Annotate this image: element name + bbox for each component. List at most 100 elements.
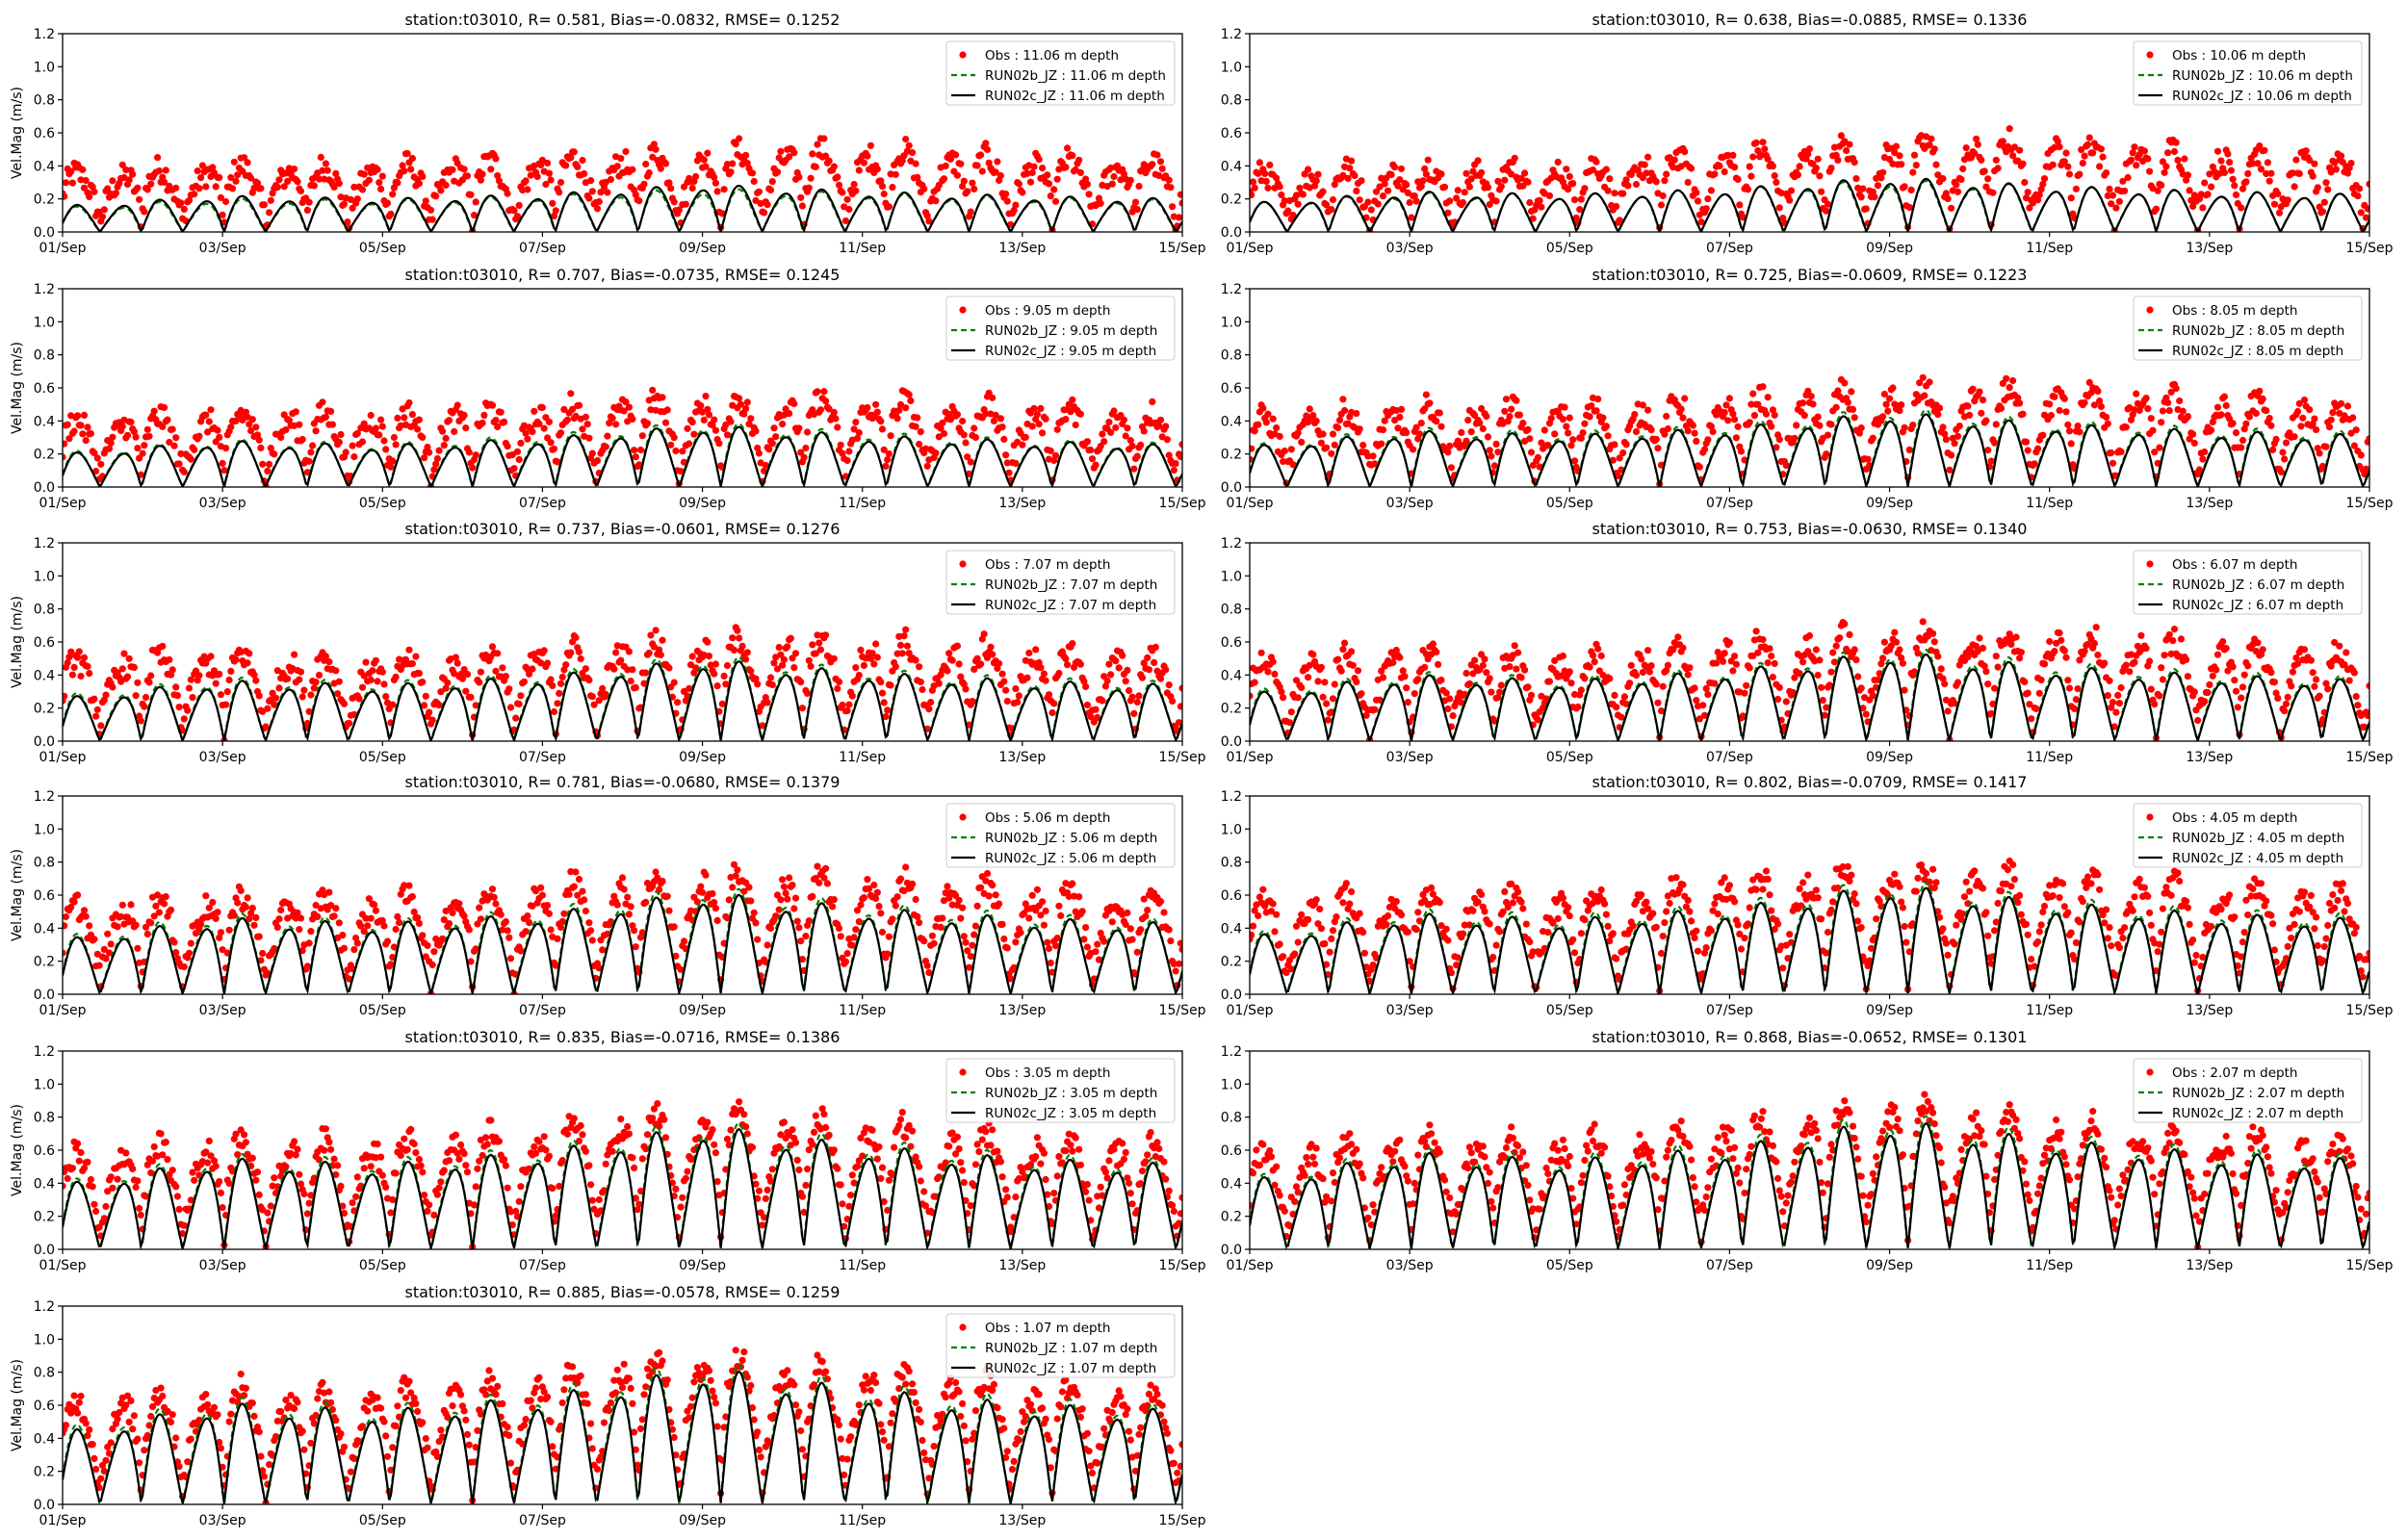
obs-point (1527, 449, 1536, 456)
obs-point (155, 167, 163, 175)
obs-point (1827, 165, 1835, 172)
obs-point (292, 408, 299, 416)
obs-point (2035, 689, 2043, 697)
obs-point (1397, 405, 1406, 413)
obs-point (1816, 422, 1824, 429)
legend-label: RUN02c_JZ : 11.06 m depth (985, 89, 1165, 104)
obs-point (187, 455, 194, 463)
obs-point (1490, 717, 1498, 725)
obs-point (1771, 659, 1778, 668)
obs-point (1848, 388, 1855, 396)
obs-point (2129, 149, 2136, 157)
obs-point (784, 643, 791, 651)
obs-point (1169, 697, 1177, 706)
obs-point (1072, 166, 1079, 173)
obs-point (914, 173, 921, 181)
obs-point (494, 650, 502, 657)
legend-label: RUN02b_JZ : 6.07 m depth (2172, 578, 2344, 593)
obs-point (430, 466, 438, 474)
obs-point (1632, 427, 1641, 436)
obs-point (892, 902, 899, 910)
obs-point (1721, 650, 1728, 657)
y-tick-label: 0.2 (1221, 448, 1242, 463)
obs-point (180, 962, 188, 971)
obs-point (380, 922, 388, 930)
obs-point (2109, 699, 2117, 706)
obs-point (422, 197, 429, 205)
obs-point (1062, 654, 1070, 663)
obs-point (684, 424, 691, 432)
x-tick-label: 05/Sep (1546, 496, 1593, 511)
obs-point (814, 388, 821, 396)
obs-point (882, 713, 890, 721)
obs-point (421, 454, 428, 462)
obs-point (1404, 189, 1411, 196)
obs-point (1490, 462, 1498, 470)
obs-point (2209, 672, 2216, 680)
obs-point (250, 671, 258, 679)
obs-point (355, 695, 363, 703)
obs-point (1577, 434, 1585, 442)
obs-point (435, 447, 443, 454)
obs-point (845, 701, 853, 708)
obs-point (415, 416, 423, 424)
obs-point (492, 667, 500, 675)
obs-point (1912, 644, 1920, 652)
obs-point (314, 912, 322, 921)
obs-point (372, 424, 379, 432)
obs-point (944, 667, 951, 675)
obs-point (994, 158, 1001, 166)
obs-point (916, 440, 923, 449)
obs-point (868, 650, 876, 657)
obs-point (70, 427, 78, 435)
subplot-8.05m: station:t03010, R= 0.725, Bias=-0.0609, … (1221, 266, 2394, 511)
obs-point (1151, 658, 1158, 667)
legend-label: RUN02b_JZ : 10.06 m depth (2172, 68, 2353, 84)
obs-point (920, 185, 928, 192)
obs-point (1732, 660, 1740, 668)
obs-point (1045, 944, 1053, 953)
obs-point (332, 169, 340, 177)
obs-point (2174, 156, 2182, 164)
obs-point (294, 178, 301, 186)
obs-point (814, 862, 821, 870)
obs-point (195, 672, 203, 680)
obs-point (1734, 423, 1742, 430)
obs-point (1892, 638, 1901, 646)
obs-point (1396, 654, 1404, 661)
obs-point (1971, 149, 1979, 157)
obs-point (112, 190, 119, 197)
obs-point (312, 679, 320, 686)
obs-point (2347, 160, 2355, 167)
obs-point (1741, 689, 1748, 697)
obs-point (1991, 439, 1999, 447)
obs-point (1941, 680, 1949, 688)
obs-point (2076, 170, 2083, 178)
obs-point (643, 879, 652, 887)
obs-point (1775, 204, 1783, 212)
obs-point (588, 693, 596, 701)
x-tick-label: 05/Sep (1546, 750, 1593, 765)
obs-point (1149, 398, 1156, 405)
obs-point (960, 933, 968, 940)
obs-series (63, 386, 1182, 487)
obs-point (2165, 630, 2173, 638)
obs-point (2190, 439, 2198, 447)
x-tick-label: 13/Sep (998, 496, 1046, 511)
obs-point (405, 398, 413, 407)
obs-point (1003, 459, 1011, 467)
obs-point (127, 419, 135, 426)
obs-point (1729, 410, 1737, 418)
obs-point (2046, 637, 2054, 646)
obs-point (709, 889, 716, 898)
obs-point (340, 944, 349, 952)
obs-point (1250, 191, 1255, 198)
y-tick-label: 0.4 (34, 159, 55, 174)
obs-point (1045, 691, 1053, 699)
obs-point (1764, 659, 1772, 667)
obs-point (2184, 413, 2191, 421)
obs-point (1321, 679, 1329, 686)
legend-label: RUN02b_JZ : 7.07 m depth (985, 578, 1157, 593)
obs-point (204, 428, 212, 436)
obs-point (2009, 376, 2017, 385)
